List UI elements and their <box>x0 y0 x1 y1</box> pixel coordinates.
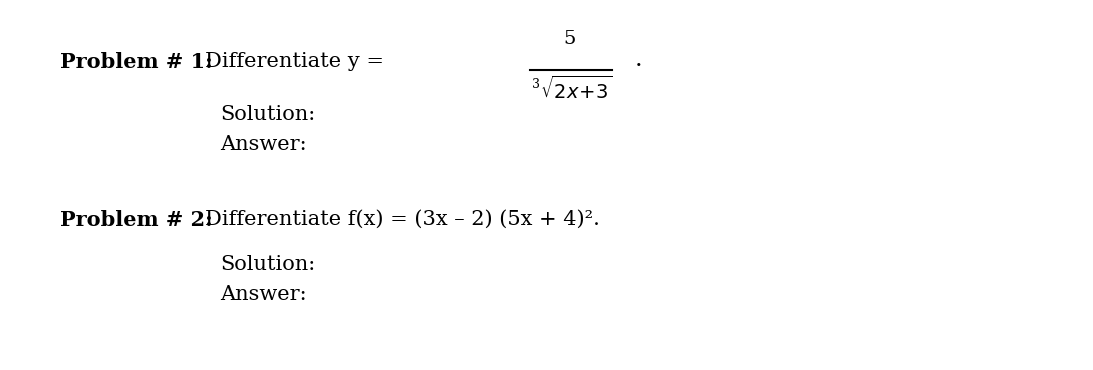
Text: Answer:: Answer: <box>220 285 307 304</box>
Text: .: . <box>635 48 643 71</box>
Text: Differentiate f(x) = (3x – 2) (5x + 4)².: Differentiate f(x) = (3x – 2) (5x + 4)². <box>205 210 600 229</box>
Text: 5: 5 <box>564 30 576 48</box>
Text: Differentiate y =: Differentiate y = <box>205 52 390 71</box>
Text: 3: 3 <box>532 78 540 91</box>
Text: Problem # 1:: Problem # 1: <box>60 52 213 72</box>
Text: Solution:: Solution: <box>220 255 315 274</box>
Text: Problem # 2:: Problem # 2: <box>60 210 213 230</box>
Text: Answer:: Answer: <box>220 135 307 154</box>
Text: $\sqrt{2x\!+\!3}$: $\sqrt{2x\!+\!3}$ <box>540 76 612 103</box>
Text: Solution:: Solution: <box>220 105 315 124</box>
